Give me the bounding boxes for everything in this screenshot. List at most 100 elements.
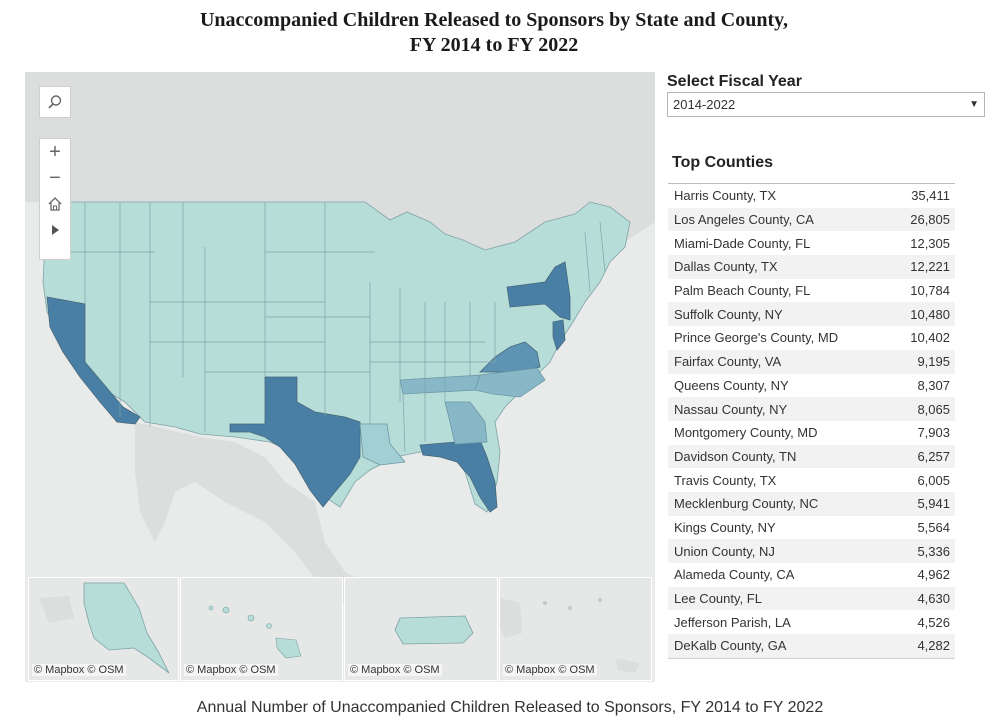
map-search-control[interactable] bbox=[39, 86, 71, 118]
table-row[interactable]: Miami-Dade County, FL 12,305 bbox=[668, 231, 955, 255]
county-name: Harris County, TX bbox=[674, 188, 777, 204]
table-row[interactable]: Los Angeles County, CA 26,805 bbox=[668, 207, 955, 232]
canada-land bbox=[25, 72, 655, 292]
county-value: 6,257 bbox=[917, 448, 950, 464]
table-row[interactable]: Lee County, FL 4,630 bbox=[668, 586, 955, 611]
play-icon[interactable] bbox=[40, 217, 70, 243]
us-state-map[interactable]: + − © Mapbox © OSM © Mapbox © OSM bbox=[25, 72, 655, 682]
county-name: Nassau County, NY bbox=[674, 401, 788, 417]
county-value: 12,221 bbox=[910, 259, 950, 275]
title-line-1: Unaccompanied Children Released to Spons… bbox=[199, 9, 789, 31]
state-texas[interactable] bbox=[229, 376, 361, 508]
state-new-jersey[interactable] bbox=[552, 319, 566, 351]
virgin-islands-inset[interactable]: © Mapbox © OSM bbox=[499, 577, 652, 681]
alaska-inset[interactable]: © Mapbox © OSM bbox=[28, 577, 179, 681]
table-row[interactable]: Alameda County, CA 4,962 bbox=[668, 563, 955, 587]
state-new-york[interactable] bbox=[506, 261, 571, 321]
home-icon[interactable] bbox=[40, 191, 70, 217]
puerto-rico-inset[interactable]: © Mapbox © OSM bbox=[344, 577, 498, 681]
county-name: Miami-Dade County, FL bbox=[674, 235, 811, 251]
county-name: Lee County, FL bbox=[674, 591, 762, 607]
table-row[interactable]: Travis County, TX 6,005 bbox=[668, 468, 955, 492]
county-value: 8,065 bbox=[917, 401, 950, 417]
county-value: 4,526 bbox=[917, 614, 950, 630]
table-row[interactable]: Montgomery County, MD 7,903 bbox=[668, 421, 955, 445]
state-california[interactable] bbox=[46, 296, 141, 425]
county-name: Queens County, NY bbox=[674, 377, 789, 393]
table-row[interactable]: Queens County, NY 8,307 bbox=[668, 374, 955, 398]
county-name: DeKalb County, GA bbox=[674, 638, 787, 654]
zoom-in-button[interactable]: + bbox=[49, 140, 61, 163]
map-canvas[interactable] bbox=[25, 72, 655, 682]
county-name: Dallas County, TX bbox=[674, 259, 778, 275]
map-attribution[interactable]: © Mapbox © OSM bbox=[32, 664, 126, 676]
map-zoom-controls: + − bbox=[39, 138, 71, 260]
table-row[interactable]: Kings County, NY 5,564 bbox=[668, 516, 955, 540]
table-row[interactable]: Harris County, TX 35,411 bbox=[668, 184, 955, 208]
county-name: Los Angeles County, CA bbox=[674, 212, 814, 228]
county-value: 5,336 bbox=[917, 543, 950, 559]
table-row[interactable]: Union County, NJ 5,336 bbox=[668, 539, 955, 563]
county-name: Fairfax County, VA bbox=[674, 354, 782, 370]
county-value: 5,941 bbox=[917, 496, 950, 512]
county-value: 4,630 bbox=[917, 591, 950, 607]
mexico-land bbox=[135, 422, 405, 617]
county-value: 12,305 bbox=[910, 235, 950, 251]
county-value: 9,195 bbox=[917, 354, 950, 370]
county-name: Travis County, TX bbox=[674, 472, 777, 488]
fiscal-year-selected-value: 2014-2022 bbox=[673, 97, 736, 112]
zoom-out-button[interactable]: − bbox=[49, 166, 61, 189]
map-attribution[interactable]: © Mapbox © OSM bbox=[348, 664, 442, 676]
title-line-2: FY 2014 to FY 2022 bbox=[409, 34, 579, 56]
search-icon[interactable] bbox=[40, 87, 70, 117]
county-value: 10,480 bbox=[910, 306, 950, 322]
table-row[interactable]: Mecklenburg County, NC 5,941 bbox=[668, 491, 955, 516]
county-value: 10,402 bbox=[910, 330, 950, 346]
alaska-map bbox=[29, 578, 178, 680]
fiscal-year-dropdown[interactable]: 2014-2022 ▼ bbox=[667, 92, 985, 117]
hawaii-inset[interactable]: © Mapbox © OSM bbox=[180, 577, 343, 681]
county-name: Union County, NJ bbox=[674, 543, 775, 559]
table-row[interactable]: DeKalb County, GA 4,282 bbox=[668, 634, 955, 658]
chevron-down-icon[interactable]: ▼ bbox=[969, 99, 979, 110]
state-borders bbox=[47, 202, 606, 453]
fiscal-year-label: Select Fiscal Year bbox=[667, 73, 802, 90]
table-row[interactable]: Palm Beach County, FL 10,784 bbox=[668, 279, 955, 303]
map-attribution[interactable]: © Mapbox © OSM bbox=[184, 664, 278, 676]
county-name: Prince George's County, MD bbox=[674, 330, 839, 346]
county-value: 4,962 bbox=[917, 567, 950, 583]
county-name: Jefferson Parish, LA bbox=[674, 614, 791, 630]
county-value: 6,005 bbox=[917, 472, 950, 488]
table-row[interactable]: Jefferson Parish, LA 4,526 bbox=[668, 610, 955, 634]
county-value: 35,411 bbox=[911, 188, 950, 204]
top-counties-table: Harris County, TX 35,411 Los Angeles Coun… bbox=[668, 183, 955, 659]
table-row[interactable]: Suffolk County, NY 10,480 bbox=[668, 302, 955, 327]
state-north-carolina[interactable] bbox=[474, 367, 546, 398]
county-name: Alameda County, CA bbox=[674, 567, 795, 583]
county-value: 7,903 bbox=[917, 425, 950, 441]
county-name: Palm Beach County, FL bbox=[674, 283, 811, 299]
hawaii-map bbox=[208, 605, 302, 659]
table-row[interactable]: Dallas County, TX 12,221 bbox=[668, 255, 955, 279]
map-attribution[interactable]: © Mapbox © OSM bbox=[503, 664, 597, 676]
county-value: 5,564 bbox=[917, 519, 950, 535]
county-value: 4,282 bbox=[917, 638, 950, 654]
top-counties-title: Top Counties bbox=[672, 154, 774, 171]
dashboard-title: Unaccompanied Children Released to Spons… bbox=[0, 8, 988, 58]
county-name: Davidson County, TN bbox=[674, 448, 797, 464]
county-value: 8,307 bbox=[917, 377, 950, 393]
state-florida[interactable] bbox=[419, 439, 498, 513]
table-row[interactable]: Nassau County, NY 8,065 bbox=[668, 397, 955, 421]
county-name: Mecklenburg County, NC bbox=[674, 496, 819, 512]
virgin-islands-map bbox=[500, 598, 640, 673]
state-georgia[interactable] bbox=[444, 401, 488, 445]
county-name: Montgomery County, MD bbox=[674, 425, 818, 441]
table-row[interactable]: Fairfax County, VA 9,195 bbox=[668, 349, 955, 374]
county-name: Suffolk County, NY bbox=[674, 306, 783, 322]
table-row[interactable]: Davidson County, TN 6,257 bbox=[668, 444, 955, 469]
county-value: 10,784 bbox=[910, 283, 950, 299]
county-name: Kings County, NY bbox=[674, 519, 776, 535]
table-row[interactable]: Prince George's County, MD 10,402 bbox=[668, 326, 955, 350]
state-louisiana[interactable] bbox=[359, 423, 406, 466]
county-value: 26,805 bbox=[910, 212, 950, 228]
